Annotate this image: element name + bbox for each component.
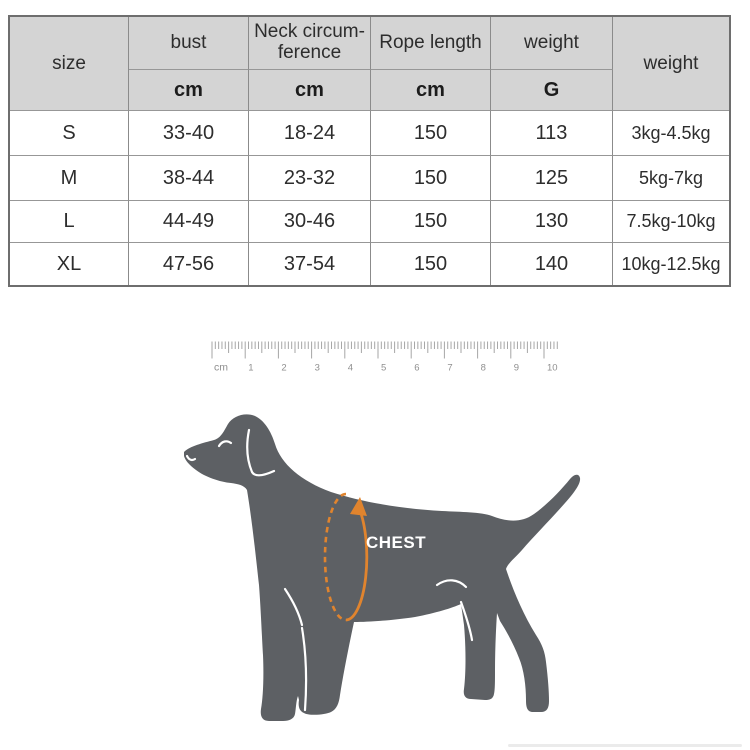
- ear-line: [246, 428, 276, 477]
- table-cell-rope: 150: [371, 201, 491, 243]
- table-cell-size: M: [10, 156, 129, 201]
- ruler-number: 5: [381, 363, 386, 374]
- table-cell-neck: 30-46: [249, 201, 371, 243]
- chest-arrowhead-icon: [350, 497, 367, 516]
- ruler-number: 7: [447, 363, 452, 374]
- table-cell-weight-range: 10kg-12.5kg: [613, 243, 729, 285]
- unit-bust-cm: cm: [129, 70, 249, 111]
- chest-measure-ellipse: [323, 492, 369, 622]
- header-size: size: [10, 17, 129, 111]
- table-cell-rope: 150: [371, 111, 491, 156]
- eye-line: [217, 440, 233, 448]
- table-cell-weight-range: 7.5kg-10kg: [613, 201, 729, 243]
- ruler: cm 1 2 3 4 5 6 7 8 9 10: [211, 341, 558, 374]
- unit-weight-g: G: [491, 70, 613, 111]
- ruler-number: 8: [481, 363, 486, 374]
- table-cell-neck: 37-54: [249, 243, 371, 285]
- unit-neck-cm: cm: [249, 70, 371, 111]
- header-weight-grams: weight: [491, 17, 613, 70]
- table-cell-neck: 23-32: [249, 156, 371, 201]
- ruler-number: 6: [414, 363, 419, 374]
- header-rope-length: Rope length: [371, 17, 491, 70]
- ruler-number: 4: [348, 363, 353, 374]
- shoulder-line: [283, 587, 304, 627]
- ruler-numbers: 1 2 3 4 5 6 7 8 9 10: [248, 363, 557, 374]
- header-weight-range: weight: [613, 17, 729, 111]
- table-cell-rope: 150: [371, 156, 491, 201]
- size-table: size bust Neck circum- ference Rope leng…: [8, 15, 731, 287]
- unit-rope-cm: cm: [371, 70, 491, 111]
- table-cell-neck: 18-24: [249, 111, 371, 156]
- table-cell-size: S: [10, 111, 129, 156]
- dog-silhouette-path: [184, 414, 581, 721]
- table-cell-weight-g: 140: [491, 243, 613, 285]
- chest-ellipse-dashed-arc: [323, 492, 347, 622]
- table-cell-rope: 150: [371, 243, 491, 285]
- chest-label: CHEST: [366, 533, 426, 552]
- table-cell-weight-g: 125: [491, 156, 613, 201]
- header-bust: bust: [129, 17, 249, 70]
- nostril-line: [185, 454, 197, 462]
- dog-measurement-diagram: CHEST: [184, 414, 581, 721]
- ruler-number: 3: [315, 363, 320, 374]
- ruler-number: 2: [281, 363, 286, 374]
- table-cell-bust: 47-56: [129, 243, 249, 285]
- ruler-number: 9: [514, 363, 519, 374]
- table-cell-bust: 33-40: [129, 111, 249, 156]
- header-neck-circumference: Neck circum- ference: [249, 17, 371, 70]
- ruler-ticks: [211, 341, 558, 359]
- dog-detail-lines: [185, 428, 474, 712]
- table-cell-weight-g: 113: [491, 111, 613, 156]
- table-cell-weight-g: 130: [491, 201, 613, 243]
- ruler-unit-label: cm: [214, 362, 228, 374]
- table-cell-bust: 44-49: [129, 201, 249, 243]
- ground-shadow-line: [508, 744, 742, 747]
- ruler-number: 10: [547, 363, 558, 374]
- table-cell-bust: 38-44: [129, 156, 249, 201]
- ruler-number: 1: [248, 363, 253, 374]
- table-cell-size: XL: [10, 243, 129, 285]
- thigh-line: [435, 579, 468, 589]
- table-cell-size: L: [10, 201, 129, 243]
- hindleg-divider-line: [459, 600, 474, 642]
- foreleg-divider-line: [300, 626, 308, 712]
- table-cell-weight-range: 5kg-7kg: [613, 156, 729, 201]
- chest-ellipse-solid-arc: [345, 507, 369, 622]
- table-cell-weight-range: 3kg-4.5kg: [613, 111, 729, 156]
